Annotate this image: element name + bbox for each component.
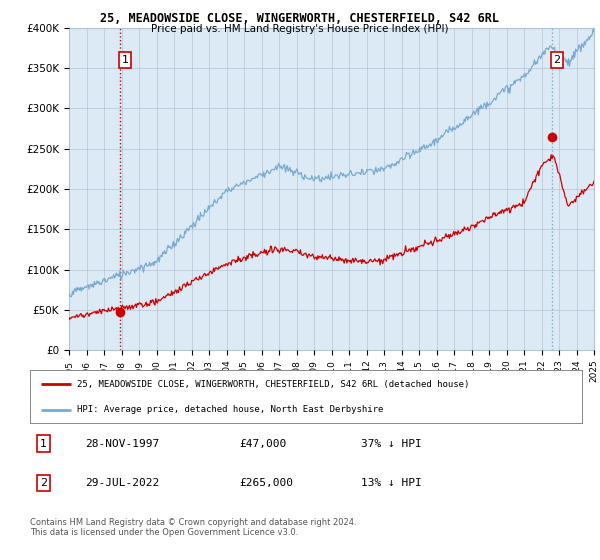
Text: 1: 1 — [122, 55, 128, 65]
Text: 25, MEADOWSIDE CLOSE, WINGERWORTH, CHESTERFIELD, S42 6RL: 25, MEADOWSIDE CLOSE, WINGERWORTH, CHEST… — [101, 12, 499, 25]
Text: Price paid vs. HM Land Registry's House Price Index (HPI): Price paid vs. HM Land Registry's House … — [151, 24, 449, 34]
Text: 13% ↓ HPI: 13% ↓ HPI — [361, 478, 422, 488]
Text: 2: 2 — [553, 55, 560, 65]
Text: 2: 2 — [40, 478, 47, 488]
Text: 1: 1 — [40, 438, 47, 449]
Text: Contains HM Land Registry data © Crown copyright and database right 2024.
This d: Contains HM Land Registry data © Crown c… — [30, 518, 356, 538]
Text: 29-JUL-2022: 29-JUL-2022 — [85, 478, 160, 488]
Text: 28-NOV-1997: 28-NOV-1997 — [85, 438, 160, 449]
Text: £265,000: £265,000 — [240, 478, 294, 488]
Text: HPI: Average price, detached house, North East Derbyshire: HPI: Average price, detached house, Nort… — [77, 405, 383, 414]
Text: 37% ↓ HPI: 37% ↓ HPI — [361, 438, 422, 449]
Text: 25, MEADOWSIDE CLOSE, WINGERWORTH, CHESTERFIELD, S42 6RL (detached house): 25, MEADOWSIDE CLOSE, WINGERWORTH, CHEST… — [77, 380, 469, 389]
Text: £47,000: £47,000 — [240, 438, 287, 449]
